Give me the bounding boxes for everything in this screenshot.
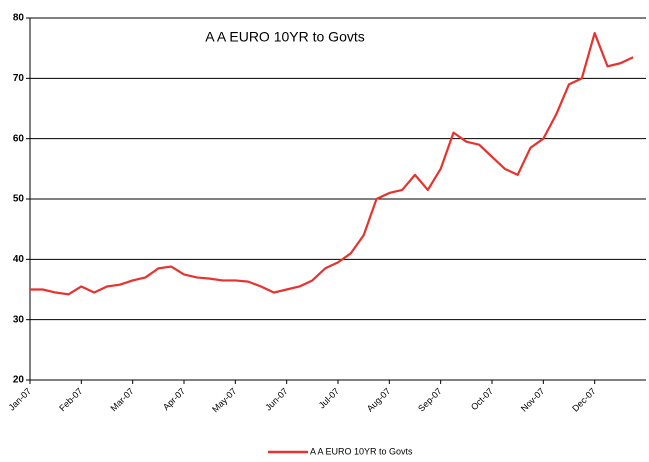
x-tick-label: Aug-07 xyxy=(365,386,393,414)
x-tick-label: Nov-07 xyxy=(519,386,547,414)
x-tick-label: Jan-07 xyxy=(7,386,34,413)
x-tick-label: Sep-07 xyxy=(416,386,444,414)
x-tick-label: Jun-07 xyxy=(263,386,290,413)
x-tick-label: Apr-07 xyxy=(161,386,187,412)
legend-label: A A EURO 10YR to Govts xyxy=(310,446,413,456)
x-tick-label: Jul-07 xyxy=(317,386,341,410)
y-tick-label: 60 xyxy=(13,133,25,144)
y-tick-label: 50 xyxy=(13,194,25,205)
y-tick-label: 70 xyxy=(13,73,25,84)
y-tick-label: 20 xyxy=(13,375,25,386)
y-tick-label: 40 xyxy=(13,254,25,265)
x-tick-label: Feb-07 xyxy=(57,386,84,413)
x-tick-label: May-07 xyxy=(210,386,238,414)
y-tick-label: 30 xyxy=(13,314,25,325)
x-tick-label: Mar-07 xyxy=(109,386,136,413)
x-tick-label: Oct-07 xyxy=(469,386,495,412)
x-tick-label: Dec-07 xyxy=(570,386,598,414)
line xyxy=(30,31,634,296)
y-tick-label: 80 xyxy=(13,13,25,24)
chart-title: A A EURO 10YR to Govts xyxy=(205,29,365,45)
